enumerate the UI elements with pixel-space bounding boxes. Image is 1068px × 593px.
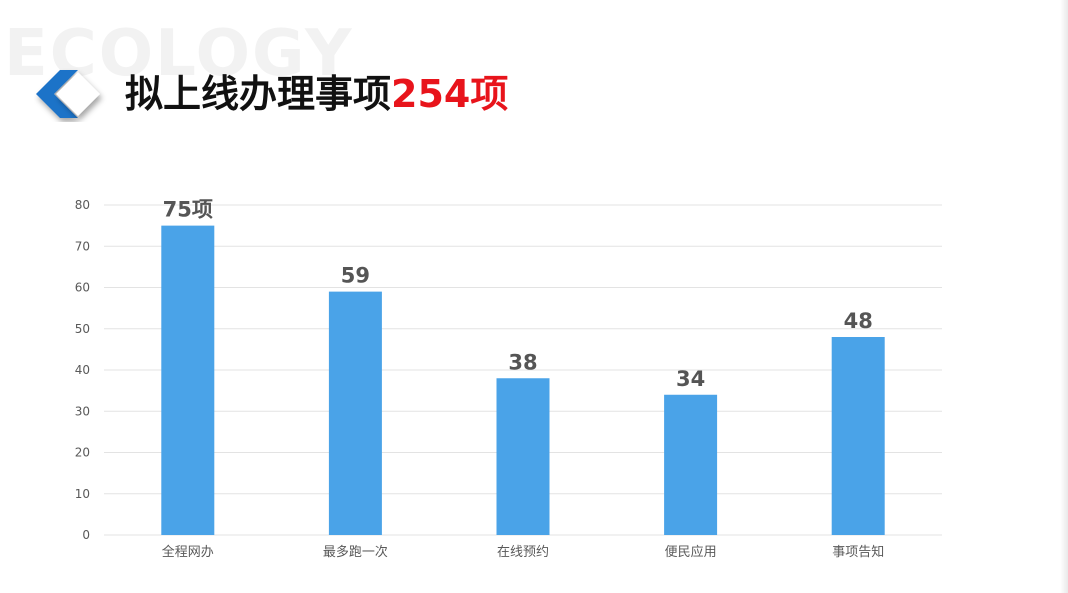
y-tick-label: 20 bbox=[75, 446, 90, 460]
data-label: 59 bbox=[341, 264, 370, 288]
title-highlight: 254项 bbox=[391, 72, 509, 116]
y-tick-label: 80 bbox=[75, 198, 90, 212]
data-label: 34 bbox=[676, 367, 705, 391]
title-main: 拟上线办理事项 bbox=[125, 72, 392, 116]
x-tick-label: 在线预约 bbox=[497, 545, 549, 560]
y-tick-label: 40 bbox=[75, 363, 90, 377]
y-tick-label: 60 bbox=[75, 281, 90, 295]
y-tick-label: 10 bbox=[75, 487, 90, 501]
x-tick-label: 便民应用 bbox=[665, 544, 717, 560]
y-tick-label: 70 bbox=[75, 239, 90, 253]
data-label: 38 bbox=[508, 350, 537, 374]
right-edge-shadow bbox=[1060, 0, 1068, 593]
x-tick-label: 最多跑一次 bbox=[323, 544, 388, 560]
data-label: 48 bbox=[844, 309, 873, 333]
y-tick-label: 30 bbox=[75, 404, 90, 418]
bar bbox=[328, 291, 382, 535]
page-title: 拟上线办理事项254项 bbox=[125, 70, 508, 118]
x-tick-label: 事项告知 bbox=[832, 544, 884, 560]
bar bbox=[161, 225, 215, 535]
bar bbox=[831, 337, 885, 535]
y-tick-label: 0 bbox=[82, 528, 90, 542]
y-tick-label: 50 bbox=[75, 322, 90, 336]
bar bbox=[496, 378, 550, 535]
bar bbox=[664, 394, 718, 535]
logo-icon bbox=[36, 70, 100, 118]
data-label: 75项 bbox=[163, 198, 213, 222]
x-tick-label: 全程网办 bbox=[162, 544, 214, 560]
